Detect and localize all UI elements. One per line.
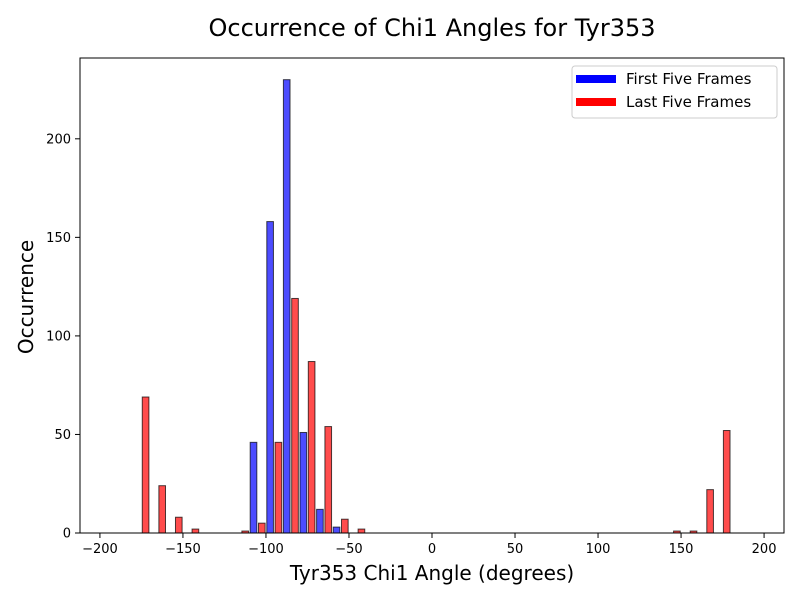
y-tick-label: 100	[46, 329, 71, 344]
bar-first--90	[282, 79, 291, 534]
x-tick-label: −50	[335, 542, 362, 557]
bar-first--80	[299, 431, 308, 534]
bar-last--110	[257, 522, 266, 534]
bar-first--60	[332, 526, 341, 534]
bar-last--180	[141, 396, 150, 534]
bar-last--90	[291, 297, 299, 534]
x-tick-label: −150	[165, 542, 201, 557]
x-tick-label: 50	[507, 542, 524, 557]
bar-last--160	[174, 516, 183, 534]
x-tick-label: 200	[752, 542, 777, 557]
x-tick-label: 0	[428, 542, 436, 557]
bar-last--80	[307, 361, 316, 534]
bar-last--170	[158, 485, 167, 534]
x-tick-label: −100	[248, 542, 284, 557]
x-tick-label: 150	[669, 542, 694, 557]
bar-last--50	[357, 528, 366, 534]
y-tick-label: 0	[63, 527, 71, 542]
ticks-group: −200 −150 −100 −50 0 50 100 150 200 0 50 100 150 200	[46, 132, 776, 557]
bar-last--150	[191, 528, 200, 534]
bar-first--100	[266, 221, 274, 534]
bar-last--70	[324, 426, 333, 534]
y-axis-label: Occurrence	[14, 240, 38, 354]
y-tick-label: 150	[46, 231, 71, 246]
legend-swatch-last	[576, 98, 616, 106]
legend: First Five Frames Last Five Frames	[571, 65, 778, 119]
legend-label-last: Last Five Frames	[626, 93, 751, 111]
chart-title: Occurrence of Chi1 Angles for Tyr353	[209, 14, 656, 42]
x-tick-label: −200	[82, 542, 118, 557]
bar-last--100	[274, 441, 283, 534]
bar-last--60	[341, 518, 349, 534]
legend-swatch-first	[576, 75, 616, 83]
x-axis-label: Tyr353 Chi1 Angle (degrees)	[289, 561, 574, 585]
legend-frame	[571, 65, 778, 119]
x-tick-label: 100	[586, 542, 611, 557]
y-tick-label: 50	[54, 428, 71, 443]
y-tick-label: 200	[46, 132, 71, 147]
legend-label-first: First Five Frames	[626, 70, 752, 88]
bar-first--110	[249, 441, 258, 534]
bar-last-160	[706, 489, 714, 534]
bar-last-170	[722, 430, 731, 534]
bar-first--70	[316, 508, 324, 534]
